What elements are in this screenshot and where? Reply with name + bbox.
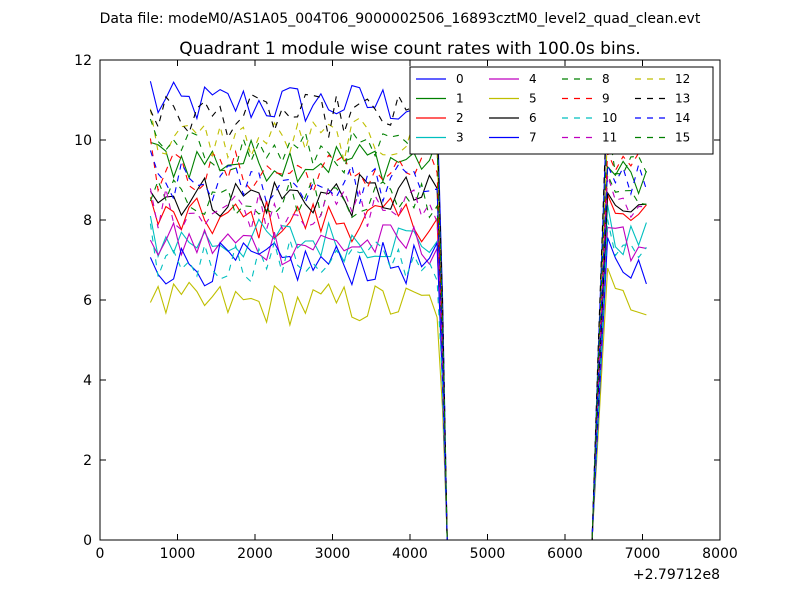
y-tick-label: 6 xyxy=(83,293,92,309)
legend-label-8: 8 xyxy=(602,72,610,86)
x-tick-label: 6000 xyxy=(547,546,583,562)
plot-frame xyxy=(99,59,721,541)
legend-label-14: 14 xyxy=(675,111,690,125)
series-line-15 xyxy=(149,118,647,541)
x-tick-label: 4000 xyxy=(392,546,428,562)
x-tick-label: 0 xyxy=(96,546,105,562)
y-tick-label: 8 xyxy=(83,213,92,229)
legend-label-9: 9 xyxy=(602,92,610,106)
legend-label-3: 3 xyxy=(456,131,464,145)
legend-label-12: 12 xyxy=(675,72,690,86)
legend-label-2: 2 xyxy=(456,111,464,125)
legend-label-10: 10 xyxy=(602,111,617,125)
x-tick-label: 5000 xyxy=(470,546,506,562)
y-tick-label: 4 xyxy=(83,373,92,389)
x-tick-label: 3000 xyxy=(315,546,351,562)
legend-label-15: 15 xyxy=(675,131,690,145)
legend-label-6: 6 xyxy=(529,111,537,125)
x-tick-label: 7000 xyxy=(625,546,661,562)
legend-label-5: 5 xyxy=(529,92,537,106)
y-tick-label: 2 xyxy=(83,453,92,469)
legend-label-7: 7 xyxy=(529,131,537,145)
x-tick-label: 8000 xyxy=(702,546,738,562)
x-offset-label: +2.79712e8 xyxy=(633,567,720,583)
legend-label-0: 0 xyxy=(456,72,464,86)
chart-title: Quadrant 1 module wise count rates with … xyxy=(179,39,640,59)
legend-label-4: 4 xyxy=(529,72,537,86)
chart-suptitle: Data file: modeM0/AS1A05_004T06_90000025… xyxy=(100,11,701,27)
legend-label-13: 13 xyxy=(675,92,690,106)
y-tick-label: 12 xyxy=(74,53,92,69)
y-tick-label: 10 xyxy=(74,133,92,149)
x-tick-label: 2000 xyxy=(237,546,273,562)
x-tick-label: 1000 xyxy=(160,546,196,562)
y-tick-label: 0 xyxy=(83,533,92,549)
legend-label-11: 11 xyxy=(602,131,617,145)
legend-box xyxy=(409,66,714,155)
tick-layer: 0 1000 2000 3000 4000 5000 6000 7000 80000246810… xyxy=(74,53,738,562)
legend-label-1: 1 xyxy=(456,92,464,106)
